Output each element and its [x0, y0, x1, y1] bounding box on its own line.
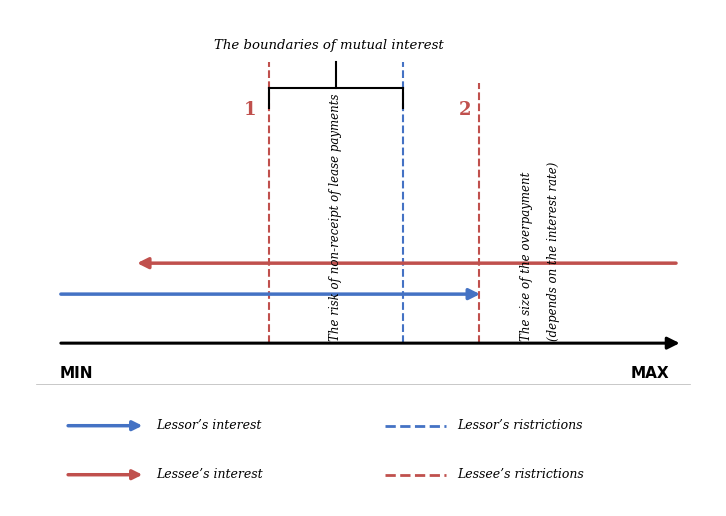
Text: 1: 1 [244, 101, 257, 119]
Text: Lessee’s interest: Lessee’s interest [156, 468, 263, 481]
Text: MIN: MIN [60, 366, 93, 381]
Text: The boundaries of mutual interest: The boundaries of mutual interest [213, 39, 444, 52]
Text: MAX: MAX [630, 366, 669, 381]
Text: The risk of non-receipt of lease payments: The risk of non-receipt of lease payment… [329, 93, 342, 341]
Text: The size of the overpayment: The size of the overpayment [520, 171, 533, 341]
Text: Lessor’s ristrictions: Lessor’s ristrictions [457, 419, 583, 432]
Text: (depends on the interest rate): (depends on the interest rate) [547, 161, 560, 341]
Text: 2: 2 [458, 101, 471, 119]
Text: Lessee’s ristrictions: Lessee’s ristrictions [457, 468, 584, 481]
Text: Lessor’s interest: Lessor’s interest [156, 419, 261, 432]
